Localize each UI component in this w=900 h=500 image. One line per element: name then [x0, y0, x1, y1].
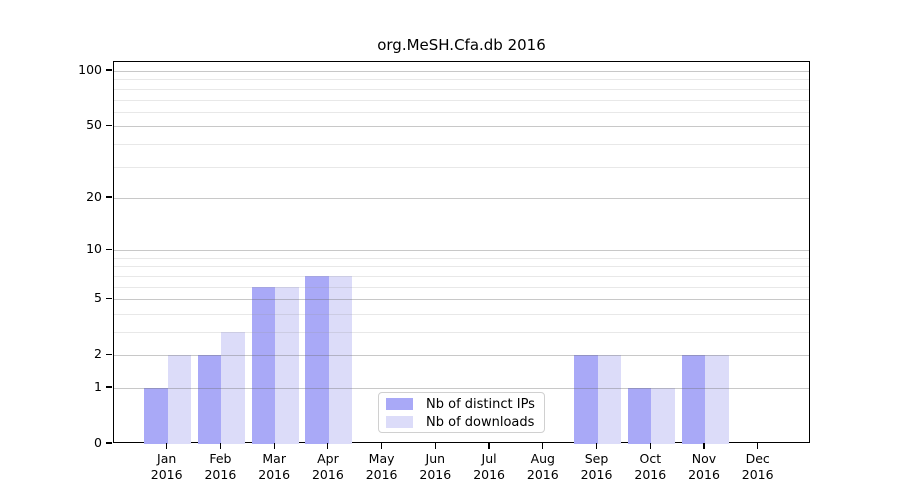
legend-item-distinct-ips: Nb of distinct IPs [386, 395, 544, 413]
y-tick-100 [106, 69, 112, 71]
bar-nb-of-distinct-ips-jan [144, 388, 168, 444]
gridline-major-20 [114, 197, 809, 199]
x-tick-label-oct: Oct 2016 [634, 451, 667, 482]
legend-label-downloads: Nb of downloads [426, 414, 535, 430]
x-tick-jun [434, 443, 436, 449]
gridline-minor-7 [114, 275, 809, 277]
gridline-major-5 [114, 299, 809, 301]
x-tick-jan [166, 443, 168, 449]
x-tick-label-aug: Aug 2016 [526, 451, 559, 482]
bar-nb-of-distinct-ips-sep [574, 355, 598, 444]
gridline-major-10 [114, 250, 809, 252]
bar-nb-of-downloads-apr [328, 275, 353, 444]
y-tick-label-10: 10 [86, 241, 102, 257]
x-tick-label-apr: Apr 2016 [311, 451, 344, 482]
bar-nb-of-downloads-feb [221, 332, 245, 444]
x-tick-may [381, 443, 383, 449]
gridline-minor-40 [114, 143, 809, 145]
gridline-minor-30 [114, 166, 809, 168]
y-tick-2 [106, 353, 112, 355]
x-tick-label-jan: Jan 2016 [150, 451, 183, 482]
bar-nb-of-downloads-oct [651, 388, 675, 444]
x-tick-label-dec: Dec 2016 [741, 451, 774, 482]
y-tick-1 [106, 386, 112, 388]
x-tick-label-jul: Jul 2016 [473, 451, 505, 482]
x-tick-label-feb: Feb 2016 [204, 451, 237, 482]
x-tick-label-mar: Mar 2016 [258, 451, 291, 482]
x-tick-aug [542, 443, 544, 449]
gridline-minor-60 [114, 111, 809, 113]
y-tick-20 [106, 196, 112, 198]
bar-nb-of-distinct-ips-nov [681, 355, 705, 444]
bar-nb-of-distinct-ips-apr [305, 275, 329, 444]
x-tick-mar [273, 443, 275, 449]
gridline-minor-3 [114, 332, 809, 333]
gridline-minor-70 [114, 99, 809, 101]
bar-nb-of-downloads-mar [275, 286, 299, 444]
legend-label-distinct-ips: Nb of distinct IPs [426, 396, 535, 412]
bar-nb-of-distinct-ips-oct [627, 388, 652, 444]
y-tick-label-5: 5 [94, 290, 102, 306]
y-tick-label-1: 1 [94, 379, 102, 394]
legend: Nb of distinct IPs Nb of downloads [378, 392, 545, 433]
x-tick-sep [595, 443, 598, 449]
x-tick-feb [219, 443, 222, 449]
x-tick-dec [757, 443, 759, 449]
gridline-major-50 [114, 126, 809, 128]
y-tick-10 [106, 248, 112, 250]
x-tick-jul [488, 443, 490, 449]
chart-title: org.MeSH.Cfa.db 2016 [377, 36, 546, 54]
y-tick-label-2: 2 [94, 346, 102, 362]
legend-swatch-downloads [386, 416, 413, 428]
gridline-minor-9 [114, 257, 809, 259]
gridline-minor-80 [114, 88, 809, 90]
x-tick-oct [649, 443, 651, 449]
y-tick-label-0: 0 [94, 435, 102, 450]
bar-nb-of-downloads-sep [597, 355, 621, 444]
gridline-major-100 [114, 71, 809, 72]
gridline-minor-90 [114, 79, 809, 81]
y-tick-label-20: 20 [86, 188, 102, 204]
y-tick-label-50: 50 [86, 117, 102, 133]
y-tick-0 [106, 442, 112, 444]
legend-item-downloads: Nb of downloads [386, 413, 544, 431]
y-tick-5 [106, 297, 112, 299]
gridline-minor-4 [114, 313, 809, 315]
x-tick-label-sep: Sep 2016 [580, 451, 613, 482]
plot-area [113, 61, 810, 444]
y-tick-50 [106, 124, 112, 126]
x-tick-apr [327, 443, 329, 449]
x-tick-label-may: May 2016 [365, 451, 398, 482]
x-tick-label-nov: Nov 2016 [688, 451, 720, 482]
gridline-minor-6 [114, 286, 809, 288]
legend-swatch-distinct-ips [386, 398, 413, 410]
bar-nb-of-distinct-ips-mar [251, 286, 276, 444]
x-tick-nov [703, 443, 705, 449]
bar-nb-of-distinct-ips-feb [197, 355, 222, 444]
bar-nb-of-downloads-jan [167, 355, 192, 444]
x-tick-label-jun: Jun 2016 [419, 451, 452, 482]
gridline-minor-8 [114, 266, 809, 268]
y-tick-label-100: 100 [78, 62, 102, 77]
bar-nb-of-downloads-nov [705, 355, 729, 444]
